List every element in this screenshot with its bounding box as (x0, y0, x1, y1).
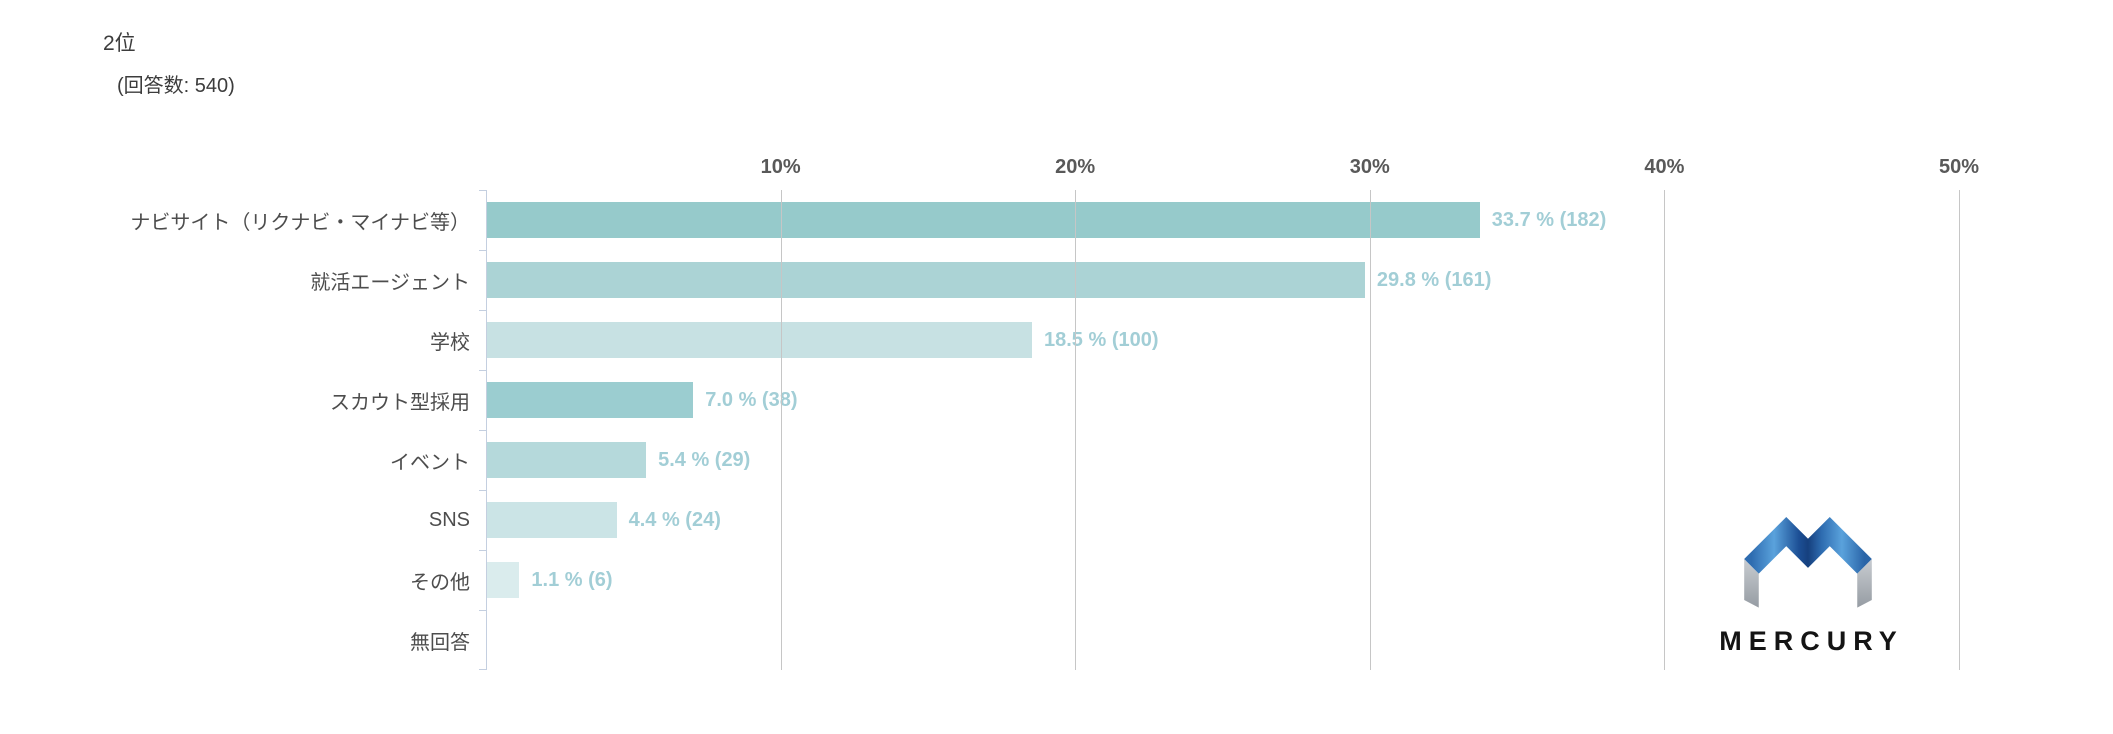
bar-row: 33.7 % (182) (487, 190, 1959, 250)
bar-rows: 33.7 % (182) 29.8 % (161) 18.5 % (100) 7.0 … (487, 190, 1959, 670)
bar-value-label: 4.4 % (24) (628, 508, 721, 531)
y-axis-tick (479, 250, 486, 251)
bar (487, 502, 617, 538)
bar (487, 442, 647, 478)
category-label: スカウト型採用 (330, 391, 470, 414)
category-label: ナビサイト（リクナビ・マイナビ等） (130, 211, 470, 234)
y-axis-tick (479, 490, 486, 491)
bar-value-label: 18.5 % (100) (1044, 328, 1159, 351)
chart-title: 2位 (103, 32, 136, 55)
x-tick-label: 20% (1055, 156, 1096, 178)
category-label: SNS (428, 508, 470, 531)
x-tick-label: 40% (1644, 156, 1685, 178)
bar-row: 29.8 % (161) (487, 250, 1959, 310)
chart-response-count: (回答数: 540) (117, 75, 235, 98)
y-axis-line (486, 190, 487, 670)
x-tick-label: 30% (1349, 156, 1390, 178)
bar-value-label: 33.7 % (182) (1491, 208, 1607, 231)
mercury-logo-text: MERCURY (1719, 626, 1904, 656)
x-tick-label: 10% (760, 156, 801, 178)
mercury-logo: MERCURY (1700, 512, 1916, 657)
y-axis-tick (479, 190, 486, 191)
category-label: 学校 (430, 331, 470, 354)
y-axis-tick (479, 370, 486, 371)
bar-chart-plot-area: 33.7 % (182) 29.8 % (161) 18.5 % (100) 7.0 … (479, 190, 1960, 670)
category-labels: ナビサイト（リクナビ・マイナビ等） 就活エージェント学校スカウト型採用イベント SN… (0, 190, 470, 670)
gridline (1075, 190, 1077, 670)
category-label: 就活エージェント (310, 271, 470, 294)
x-tick-label: 50% (1938, 156, 1980, 178)
bar-row: 18.5 % (100) (487, 310, 1959, 370)
x-axis-labels: 10% 20% 30% 40% 50% (486, 156, 1979, 182)
gridline (1959, 190, 1960, 670)
bar (487, 202, 1480, 238)
bar-value-label: 29.8 % (161) (1376, 268, 1492, 291)
bar (487, 562, 520, 598)
gridline (1369, 190, 1371, 670)
gridline (1664, 190, 1666, 670)
y-axis-tick (479, 610, 486, 611)
bar (487, 382, 694, 418)
chart-header: 2位 (回答数: 540) (103, 30, 235, 98)
category-label: イベント (390, 451, 470, 474)
bar-value-label: 7.0 % (38) (705, 388, 798, 411)
bar-row: 4.4 % (24) (487, 490, 1959, 550)
y-axis-tick (479, 669, 486, 670)
category-label: その他 (410, 571, 470, 594)
bar-row: 1.1 % (6) (487, 550, 1959, 610)
category-label: 無回答 (410, 631, 470, 654)
bar (487, 322, 1032, 358)
y-axis-tick (479, 430, 486, 431)
mercury-m-mark-icon (1744, 516, 1872, 608)
gridline (780, 190, 782, 670)
bar-row: 7.0 % (38) (487, 370, 1959, 430)
bar-value-label: 1.1 % (6) (531, 568, 613, 591)
y-axis-tick (479, 550, 486, 551)
y-axis-tick (479, 310, 486, 311)
bar (487, 262, 1365, 298)
bar-value-label: 5.4 % (29) (658, 448, 751, 471)
bar-row: 5.4 % (29) (487, 430, 1959, 490)
